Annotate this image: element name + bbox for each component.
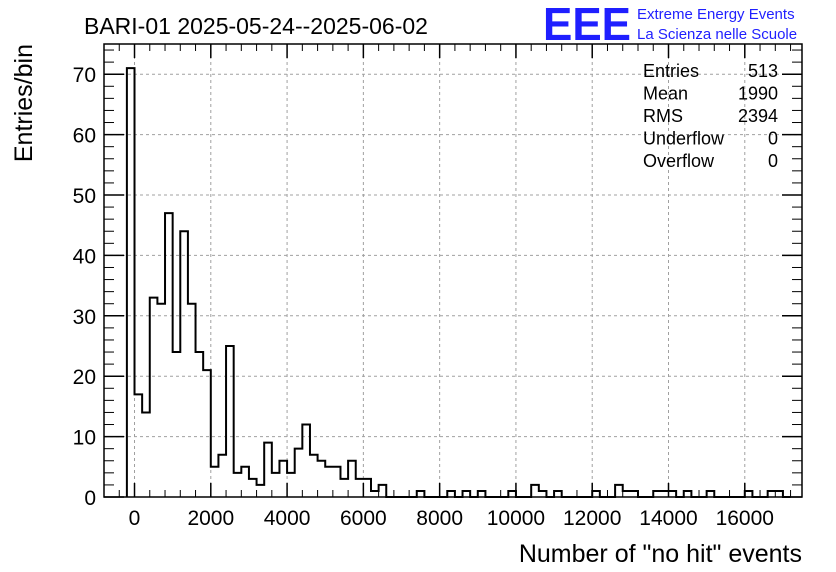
grid-lines — [104, 44, 802, 497]
stats-value: 0 — [768, 129, 778, 149]
stats-value: 2394 — [738, 106, 778, 126]
x-tick-label: 8000 — [416, 507, 463, 530]
y-tick-label: 20 — [73, 366, 96, 389]
eee-logo: EEE Extreme Energy Events La Scienza nel… — [543, 0, 797, 50]
eee-logo-mark: EEE — [543, 0, 631, 50]
y-tick-label: 10 — [73, 427, 96, 450]
stats-box: Entries 513 Mean 1990 RMS 2394 Underflow 0 Overf… — [643, 61, 778, 171]
y-axis-label: Entries/bin — [10, 44, 38, 162]
x-tick-label: 0 — [129, 507, 141, 530]
y-tick-label: 60 — [73, 125, 96, 148]
y-tick-label: 50 — [73, 185, 96, 208]
stats-value: 1990 — [738, 84, 778, 104]
x-tick-label: 4000 — [264, 507, 311, 530]
x-tick-label: 6000 — [340, 507, 387, 530]
y-tick-labels: 0 10 20 30 40 50 60 70 — [73, 64, 96, 510]
stats-label: Entries — [643, 61, 699, 81]
stats-label: Overflow — [643, 151, 715, 171]
stats-value: 513 — [748, 61, 778, 81]
axis-ticks — [103, 44, 802, 498]
x-axis-label: Number of "no hit" events — [519, 540, 802, 568]
x-tick-label: 2000 — [187, 507, 234, 530]
y-tick-label: 30 — [73, 306, 96, 329]
eee-logo-line2: La Scienza nelle Scuole — [637, 26, 797, 43]
x-tick-labels: 0 2000 4000 6000 8000 10000 12000 14000 16000 — [129, 507, 774, 530]
stats-value: 0 — [768, 151, 778, 171]
chart-title: BARI-01 2025-05-24--2025-06-02 — [84, 13, 428, 39]
y-tick-label: 40 — [73, 245, 96, 268]
stats-label: Underflow — [643, 129, 725, 149]
x-tick-label: 14000 — [639, 507, 697, 530]
x-tick-label: 12000 — [563, 507, 621, 530]
plot-frame — [103, 43, 803, 498]
x-tick-label: 16000 — [716, 507, 774, 530]
eee-logo-line1: Extreme Energy Events — [637, 6, 795, 23]
stats-label: RMS — [643, 106, 683, 126]
x-tick-label: 10000 — [487, 507, 545, 530]
stats-label: Mean — [643, 84, 688, 104]
y-tick-label: 0 — [84, 487, 96, 510]
y-tick-label: 70 — [73, 64, 96, 87]
